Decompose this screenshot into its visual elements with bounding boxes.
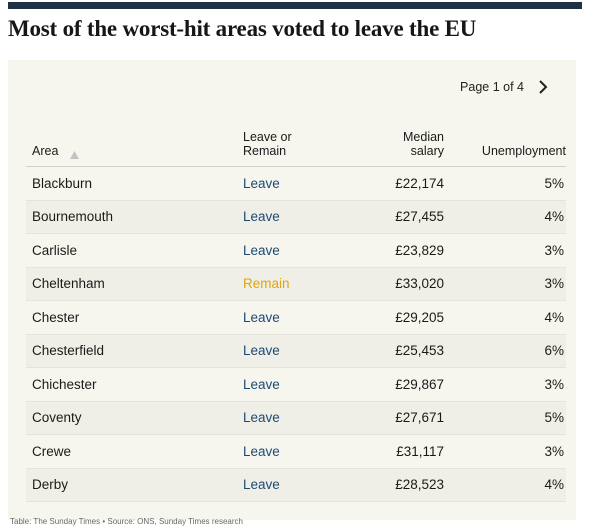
cell-vote: Remain — [237, 267, 363, 301]
cell-vote: Leave — [237, 434, 363, 469]
cell-area: Crewe — [26, 434, 237, 469]
cell-area: Chester — [26, 300, 237, 335]
cell-salary: £29,867 — [363, 367, 444, 402]
cell-salary: £31,117 — [363, 434, 444, 469]
cell-area: Derby — [26, 468, 237, 502]
cell-vote: Leave — [237, 233, 363, 268]
cell-salary: £29,205 — [363, 300, 444, 335]
table-row: Blackburn Leave £22,174 5% — [26, 166, 566, 201]
cell-vote: Leave — [237, 200, 363, 234]
cell-area: Chichester — [26, 367, 237, 402]
cell-area: Coventy — [26, 401, 237, 435]
table-row: Chichester Leave £29,867 3% — [26, 367, 566, 402]
column-header-salary[interactable]: Median salary — [363, 122, 444, 167]
page-indicator: Page 1 of 4 — [460, 80, 524, 94]
cell-salary: £33,020 — [363, 267, 444, 301]
cell-unemployment: 3% — [444, 367, 566, 402]
cell-salary: £27,455 — [363, 200, 444, 234]
cell-area: Blackburn — [26, 166, 237, 201]
column-header-vote-line1: Leave or — [243, 130, 292, 144]
cell-unemployment: 3% — [444, 233, 566, 268]
cell-salary: £22,174 — [363, 166, 444, 201]
table-body: Blackburn Leave £22,174 5% Bournemouth Leave £… — [26, 166, 566, 502]
column-header-area[interactable]: Area — [26, 122, 237, 167]
cell-unemployment: 5% — [444, 166, 566, 201]
cell-unemployment: 6% — [444, 334, 566, 368]
cell-area: Bournemouth — [26, 200, 237, 234]
column-header-area-label: Area — [32, 144, 59, 158]
chevron-right-icon[interactable] — [534, 78, 552, 96]
cell-unemployment: 5% — [444, 401, 566, 435]
cell-unemployment: 3% — [444, 267, 566, 301]
column-header-vote-line2: Remain — [243, 144, 287, 158]
cell-vote: Leave — [237, 468, 363, 502]
column-header-unemployment[interactable]: Unemployment — [444, 122, 566, 167]
cell-vote: Leave — [237, 367, 363, 402]
cell-vote: Leave — [237, 401, 363, 435]
table-row: Carlisle Leave £23,829 3% — [26, 233, 566, 268]
table-row: Derby Leave £28,523 4% — [26, 468, 566, 502]
table-row: Crewe Leave £31,117 3% — [26, 434, 566, 469]
cell-vote: Leave — [237, 300, 363, 335]
column-header-vote[interactable]: Leave or Remain — [237, 122, 363, 167]
table-row: Bournemouth Leave £27,455 4% — [26, 200, 566, 234]
table-row: Chester Leave £29,205 4% — [26, 300, 566, 335]
column-header-salary-line1: Median — [403, 130, 444, 144]
cell-salary: £25,453 — [363, 334, 444, 368]
table-row: Chesterfield Leave £25,453 6% — [26, 334, 566, 368]
data-table: Area Leave or Remain Median salary Unemp… — [26, 122, 566, 502]
cell-vote: Leave — [237, 334, 363, 368]
page-title: Most of the worst-hit areas voted to lea… — [8, 16, 477, 41]
column-header-salary-line2: salary — [410, 144, 444, 158]
cell-salary: £23,829 — [363, 233, 444, 268]
table-row: Coventy Leave £27,671 5% — [26, 401, 566, 435]
cell-vote: Leave — [237, 166, 363, 201]
top-rule — [8, 2, 582, 9]
table-panel: Page 1 of 4 Area Leave or Remain Median — [8, 60, 576, 520]
table-row: Cheltenham Remain £33,020 3% — [26, 267, 566, 301]
cell-area: Carlisle — [26, 233, 237, 268]
sort-ascending-icon[interactable] — [69, 148, 79, 159]
table-header-row: Area Leave or Remain Median salary Unemp… — [26, 122, 566, 167]
cell-unemployment: 3% — [444, 434, 566, 469]
cell-unemployment: 4% — [444, 200, 566, 234]
cell-salary: £27,671 — [363, 401, 444, 435]
source-footnote: Table: The Sunday Times • Source: ONS, S… — [10, 517, 243, 526]
cell-unemployment: 4% — [444, 300, 566, 335]
cell-salary: £28,523 — [363, 468, 444, 502]
pagination: Page 1 of 4 — [460, 78, 552, 96]
cell-area: Chesterfield — [26, 334, 237, 368]
cell-area: Cheltenham — [26, 267, 237, 301]
cell-unemployment: 4% — [444, 468, 566, 502]
